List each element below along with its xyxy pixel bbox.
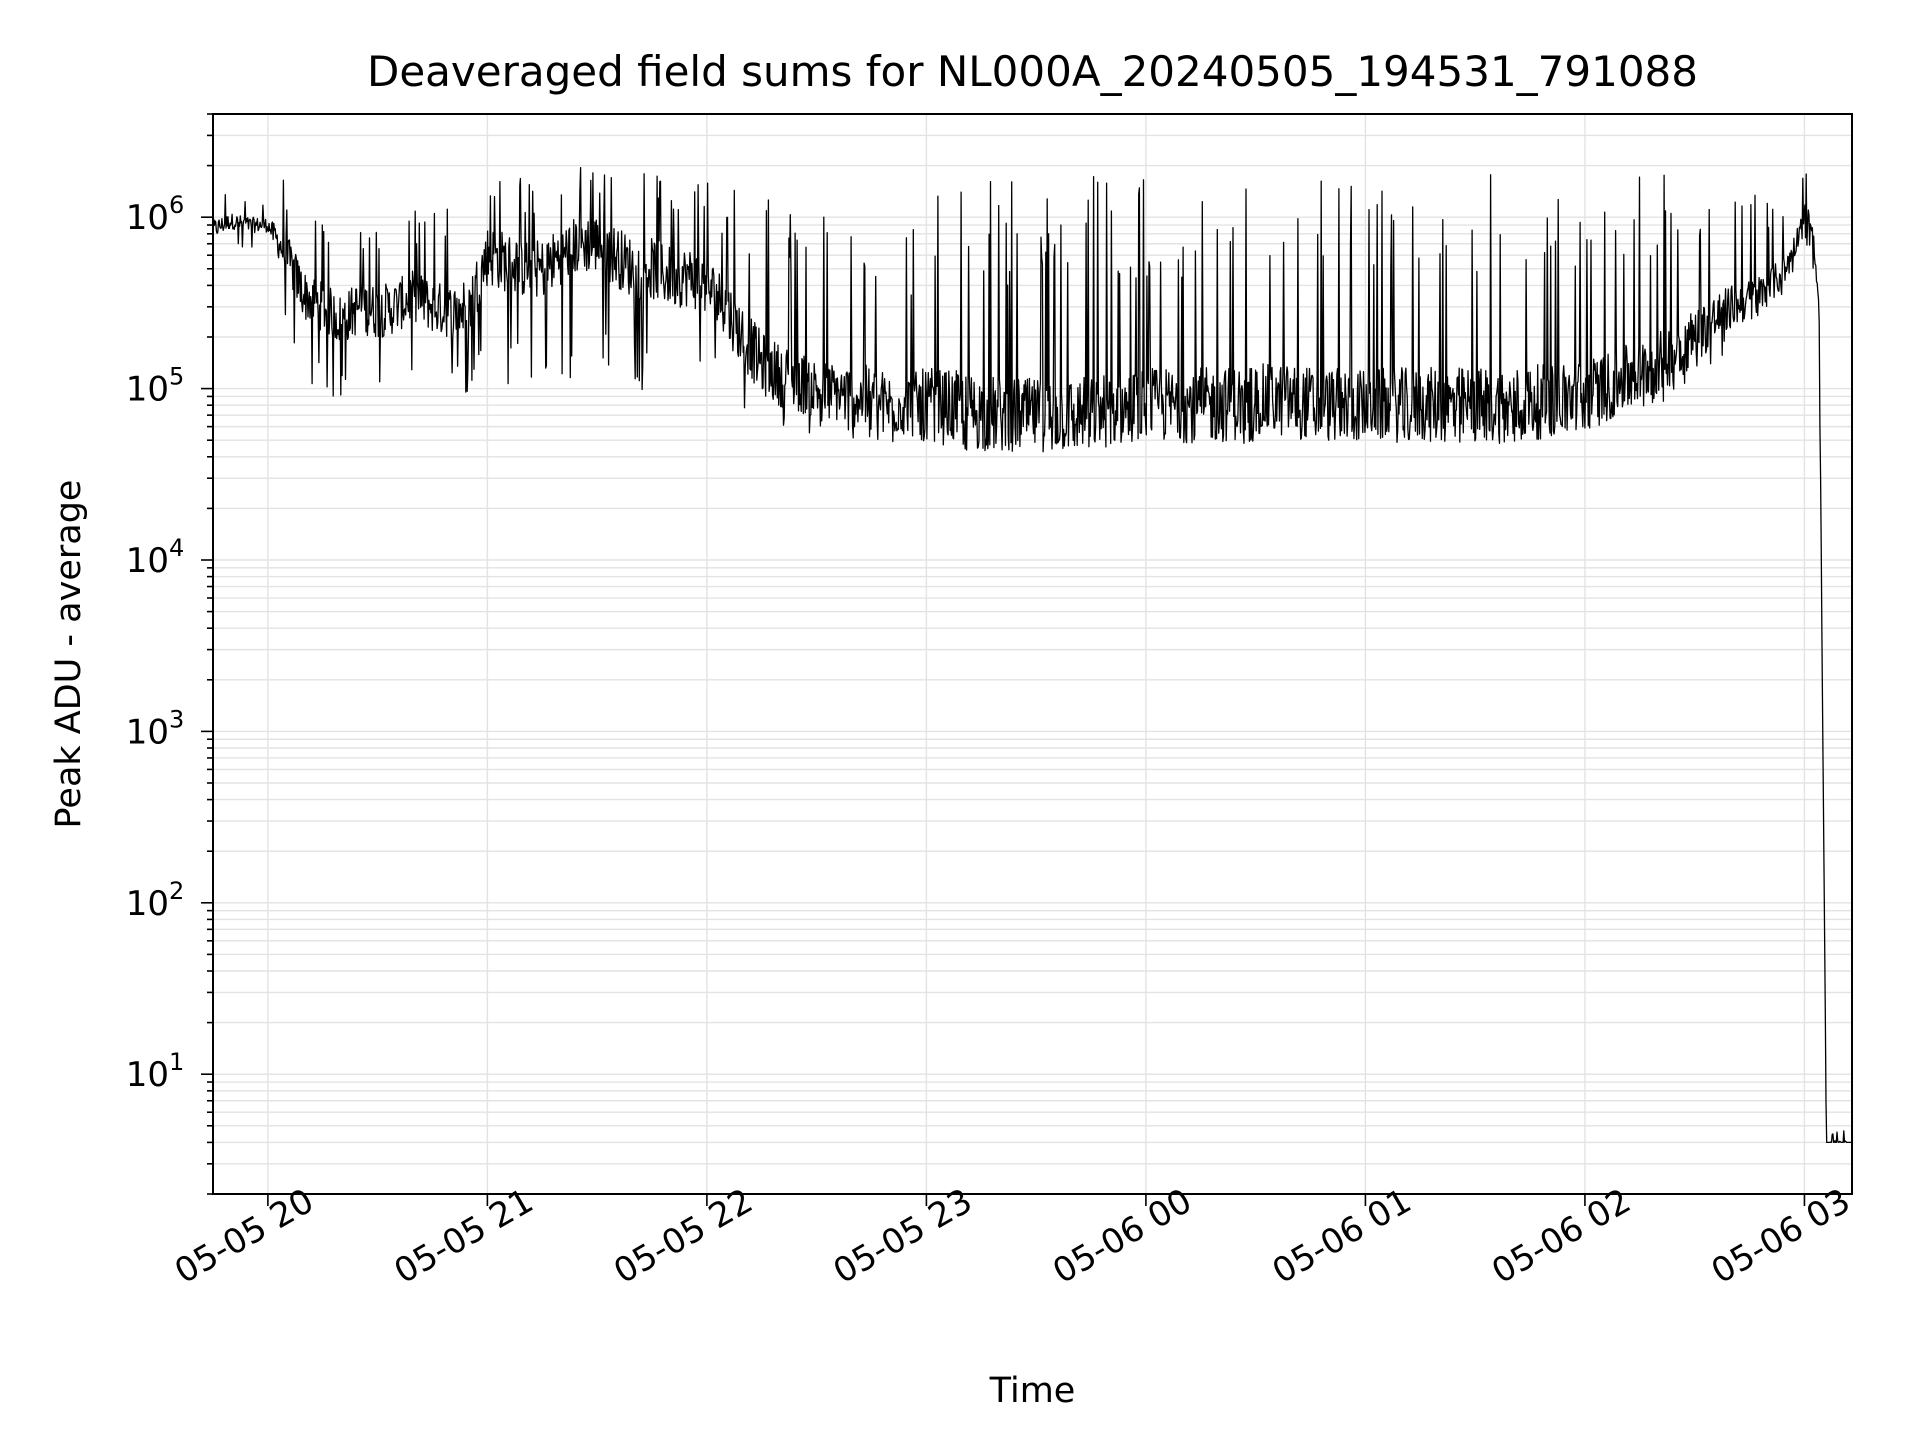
- y-tick-label: 103: [126, 705, 185, 752]
- y-tick-base: 10: [126, 712, 169, 752]
- y-tick-base: 10: [126, 370, 169, 410]
- y-tick-exponent: 3: [169, 705, 184, 733]
- y-tick-label: 105: [126, 363, 185, 410]
- y-tick-exponent: 4: [169, 534, 184, 562]
- y-tick-label: 106: [126, 191, 185, 238]
- y-tick-label: 102: [126, 877, 185, 924]
- y-axis-title: Peak ADU - average: [49, 480, 89, 829]
- y-tick-base: 10: [126, 1055, 169, 1095]
- y-tick-base: 10: [126, 541, 169, 581]
- data-series: [212, 166, 1852, 1144]
- plot-frame: [212, 113, 1853, 1195]
- y-tick-exponent: 1: [169, 1048, 184, 1076]
- y-tick-exponent: 6: [169, 191, 184, 219]
- series-line: [212, 166, 1852, 1144]
- y-tick-base: 10: [126, 884, 169, 924]
- y-tick-exponent: 2: [169, 877, 184, 905]
- y-tick-label: 104: [126, 534, 185, 581]
- y-tick-label: 101: [126, 1048, 185, 1095]
- y-tick-exponent: 5: [169, 363, 184, 391]
- x-axis-title: Time: [989, 1371, 1076, 1411]
- axis-ticks: [201, 113, 1806, 1206]
- y-tick-base: 10: [126, 198, 169, 238]
- chart-title: Deaveraged field sums for NL000A_2024050…: [367, 47, 1698, 96]
